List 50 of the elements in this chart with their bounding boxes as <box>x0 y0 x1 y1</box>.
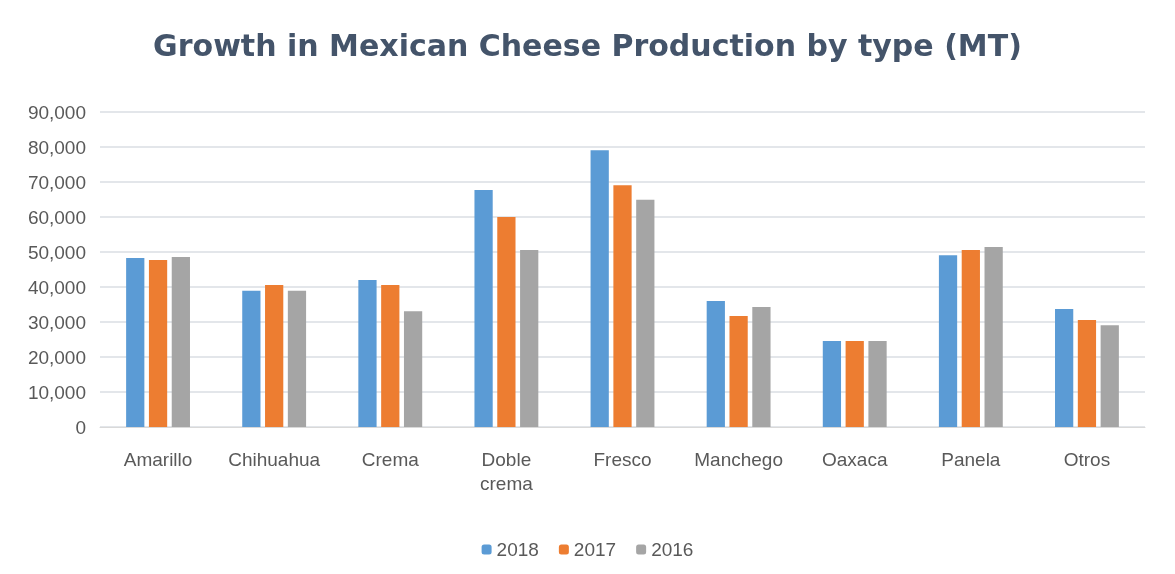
y-tick-label: 30,000 <box>27 311 86 333</box>
bar <box>358 280 377 427</box>
x-tick-label: Fresco <box>593 448 652 470</box>
y-tick-label: 80,000 <box>27 136 86 158</box>
y-tick-label: 50,000 <box>27 241 86 263</box>
bar <box>1077 319 1097 427</box>
bar <box>984 247 1003 427</box>
bar <box>1055 309 1074 427</box>
y-tick-label: 10,000 <box>27 381 86 403</box>
x-tick-label: Manchego <box>694 448 783 470</box>
bar <box>706 301 725 427</box>
bar <box>938 255 958 427</box>
legend-label: 2017 <box>573 539 617 560</box>
x-tick-label: Oaxaca <box>821 448 888 470</box>
bar <box>403 311 423 427</box>
bar <box>148 260 168 427</box>
legend-label: 2016 <box>651 539 694 560</box>
bar <box>729 316 748 427</box>
bar <box>752 306 771 427</box>
bar <box>961 249 980 427</box>
x-tick-label: Chihuahua <box>228 448 321 470</box>
bar <box>520 249 539 427</box>
bar <box>497 217 516 427</box>
x-tick-label: Amarillo <box>123 448 193 470</box>
bar <box>613 185 632 427</box>
y-tick-label: 20,000 <box>27 346 86 368</box>
bar <box>265 284 284 427</box>
x-tick-label: Otros <box>1063 448 1111 470</box>
y-tick-label: 90,000 <box>27 101 86 123</box>
y-tick-label: 0 <box>75 416 86 438</box>
bar <box>1100 325 1119 427</box>
bar <box>474 190 493 427</box>
y-tick-label: 40,000 <box>27 276 86 298</box>
x-tick-label: Doble crema <box>479 448 534 494</box>
bar <box>636 199 655 427</box>
legend-label: 2018 <box>496 539 539 560</box>
x-tick-label: Crema <box>361 448 420 470</box>
bar <box>171 256 190 427</box>
bar <box>822 340 842 427</box>
bar <box>381 284 400 427</box>
bar <box>242 290 261 427</box>
bar <box>868 340 887 427</box>
chart-title: Growth in Mexican Cheese Production by type (MT) <box>153 27 1022 63</box>
bar <box>590 150 609 427</box>
y-tick-label: 70,000 <box>27 171 86 193</box>
bar <box>287 290 307 427</box>
bar <box>845 340 864 427</box>
bar <box>126 257 145 427</box>
x-tick-label: Panela <box>941 448 1001 470</box>
y-tick-label: 60,000 <box>27 206 86 228</box>
